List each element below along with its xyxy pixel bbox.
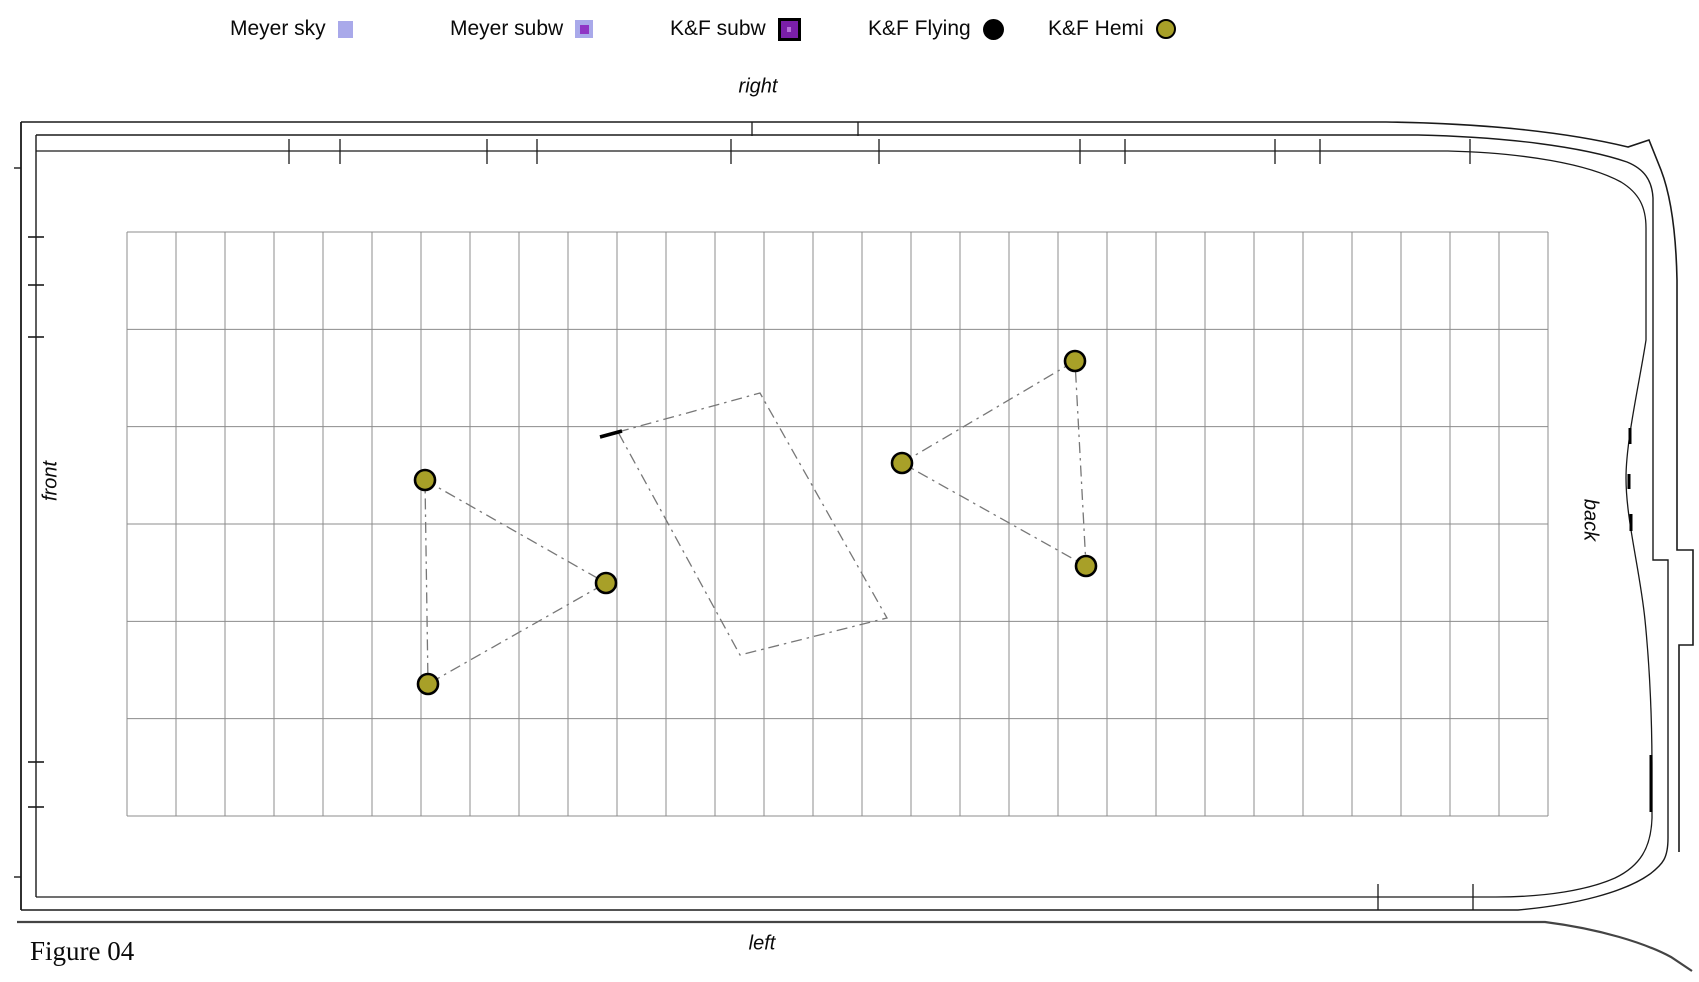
audience-grid bbox=[126, 231, 1549, 817]
legend-item-k-f-subw: K&F subw bbox=[670, 17, 801, 41]
k-f-hemi-marker-icon bbox=[1155, 19, 1176, 39]
dashdot-outline bbox=[901, 359, 1087, 568]
wall-inner-shell bbox=[36, 150, 1653, 898]
wall-tick-marks bbox=[14, 122, 1474, 910]
meyer-subw-marker-icon bbox=[575, 20, 594, 38]
legend-label-meyer-subw: Meyer subw bbox=[450, 17, 564, 40]
kf-hemi-speaker bbox=[416, 672, 440, 696]
orientation-label-back: back bbox=[1579, 498, 1602, 542]
legend-label-k-f-subw: K&F subw bbox=[670, 17, 766, 40]
dashdot-outline bbox=[617, 392, 888, 656]
kf-hemi-speaker bbox=[413, 468, 437, 492]
baseline-rule bbox=[17, 920, 1693, 972]
legend-item-k-f-flying: K&F Flying bbox=[868, 17, 1004, 41]
coverage-dashdot-lines bbox=[424, 359, 1087, 686]
k-f-flying-marker-icon bbox=[982, 18, 1004, 40]
legend-label-k-f-hemi: K&F Hemi bbox=[1048, 17, 1144, 40]
k-f-subw-marker-icon bbox=[777, 17, 801, 41]
dashdot-outline bbox=[424, 479, 608, 686]
kf-hemi-speaker bbox=[890, 451, 914, 475]
legend-item-meyer-sky: Meyer sky bbox=[230, 17, 353, 41]
legend-item-meyer-subw: Meyer subw bbox=[450, 17, 594, 41]
door-markers bbox=[1627, 428, 1653, 812]
kf-hemi-speakers bbox=[413, 349, 1098, 696]
legend-label-k-f-flying: K&F Flying bbox=[868, 17, 971, 40]
meyer-sky-marker-icon bbox=[337, 20, 353, 38]
legend-label-meyer-sky: Meyer sky bbox=[230, 17, 326, 40]
legend-item-k-f-hemi: K&F Hemi bbox=[1048, 17, 1176, 41]
orientation-label-left: left bbox=[748, 932, 776, 955]
figure-label: Figure 04 bbox=[30, 936, 135, 966]
wall-outer-top-right bbox=[21, 121, 1694, 852]
kf-hemi-speaker bbox=[1063, 349, 1087, 373]
kf-hemi-speaker bbox=[594, 571, 618, 595]
kf-hemi-speaker bbox=[1074, 554, 1098, 578]
meyer-subw-marker-inner bbox=[579, 24, 589, 34]
orientation-label-front: front bbox=[39, 460, 62, 502]
outline-corner-tick bbox=[599, 429, 623, 439]
orientation-label-right: right bbox=[738, 75, 778, 98]
wall-middle-shell bbox=[21, 134, 1669, 911]
k-f-subw-marker-dot bbox=[787, 26, 792, 32]
